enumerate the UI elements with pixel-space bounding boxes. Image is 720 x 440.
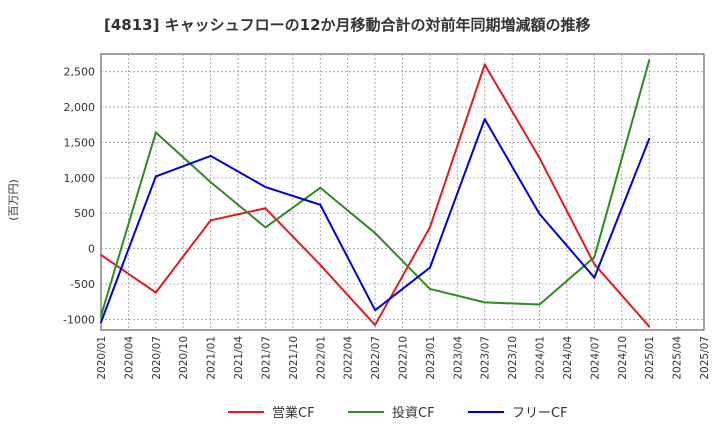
data-point — [538, 157, 541, 160]
data-point — [483, 301, 486, 304]
x-tick-label: 2023/01 — [425, 336, 437, 380]
x-axis: 2020/01 2020/04 2020/07 2020/10 2021/01 2021/… — [96, 336, 711, 380]
grid-lines — [101, 54, 704, 330]
x-tick-label: 2022/07 — [370, 336, 382, 380]
data-point — [100, 253, 102, 256]
x-tick-label: 2021/10 — [288, 336, 300, 380]
x-tick-label: 2021/04 — [233, 336, 245, 380]
y-tick-label: 2,500 — [64, 66, 96, 79]
x-tick-label: 2025/01 — [644, 336, 656, 380]
y-tick-label: 500 — [74, 207, 95, 220]
data-point — [319, 203, 322, 206]
data-point — [154, 291, 157, 294]
data-point — [374, 232, 377, 235]
data-point — [428, 287, 431, 290]
x-tick-label: 2023/10 — [507, 336, 519, 380]
x-tick-label: 2020/04 — [123, 336, 135, 380]
x-tick-label: 2025/04 — [672, 336, 684, 380]
data-point — [100, 314, 102, 317]
y-tick-label: 2,000 — [64, 101, 96, 114]
data-point — [264, 207, 267, 210]
data-point — [648, 59, 651, 62]
data-point — [100, 321, 102, 324]
y-tick-label: 1,500 — [64, 136, 96, 149]
y-axis: -1000 -500 0 500 1,000 1,500 2,000 2,500 — [63, 66, 95, 327]
data-point — [483, 118, 486, 121]
data-point — [319, 263, 322, 266]
legend: 営業CF 投資CF フリーCF — [228, 405, 568, 421]
x-tick-label: 2020/01 — [96, 336, 108, 380]
x-tick-label: 2020/10 — [178, 336, 190, 380]
x-tick-label: 2024/07 — [589, 336, 601, 380]
data-point — [374, 309, 377, 312]
data-point — [593, 276, 596, 279]
y-tick-label: 0 — [88, 243, 95, 256]
data-point — [428, 226, 431, 229]
x-tick-label: 2022/10 — [398, 336, 410, 380]
y-tick-label: -1000 — [63, 313, 95, 326]
y-tick-label: 1,000 — [64, 172, 96, 185]
data-point — [154, 131, 157, 134]
x-tick-label: 2023/07 — [480, 336, 492, 380]
x-tick-label: 2024/01 — [535, 336, 547, 380]
data-point — [209, 219, 212, 222]
legend-label: 営業CF — [272, 405, 315, 421]
x-tick-label: 2022/01 — [315, 336, 327, 380]
series-lines — [100, 59, 651, 328]
data-point — [319, 186, 322, 189]
x-tick-label: 2021/01 — [206, 336, 218, 380]
data-point — [264, 186, 267, 189]
data-point — [209, 154, 212, 157]
data-point — [593, 263, 596, 266]
x-tick-label: 2024/10 — [617, 336, 629, 380]
data-point — [648, 325, 651, 328]
data-point — [374, 324, 377, 327]
x-tick-label: 2022/04 — [343, 336, 355, 380]
x-tick-label: 2025/07 — [699, 336, 711, 380]
data-point — [538, 212, 541, 215]
legend-label: 投資CF — [392, 405, 435, 421]
x-tick-label: 2024/04 — [562, 336, 574, 380]
data-point — [538, 303, 541, 306]
x-tick-label: 2021/07 — [260, 336, 272, 380]
data-point — [483, 63, 486, 66]
x-tick-label: 2020/07 — [151, 336, 163, 380]
legend-label: フリーCF — [512, 406, 568, 421]
data-point — [209, 181, 212, 184]
chart-title: [4813] キャッシュフローの12か月移動合計の対前年同期増減額の推移 — [104, 16, 591, 34]
y-axis-label: (百万円) — [7, 179, 20, 221]
data-point — [648, 137, 651, 140]
data-point — [428, 266, 431, 269]
data-point — [593, 256, 596, 259]
data-point — [154, 175, 157, 178]
data-point — [264, 226, 267, 229]
x-tick-label: 2023/04 — [452, 336, 464, 380]
y-tick-label: -500 — [70, 278, 95, 291]
